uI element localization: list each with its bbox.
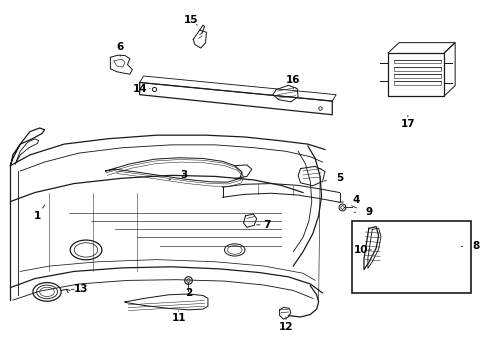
Text: 6: 6 xyxy=(116,42,123,56)
Text: 4: 4 xyxy=(338,195,360,205)
Text: 1: 1 xyxy=(34,205,44,221)
Text: 15: 15 xyxy=(183,15,198,26)
Text: 14: 14 xyxy=(132,84,150,94)
Text: 10: 10 xyxy=(353,245,370,255)
Text: 12: 12 xyxy=(278,317,293,332)
Text: 9: 9 xyxy=(353,207,372,217)
Text: 11: 11 xyxy=(171,311,185,323)
Bar xyxy=(393,67,440,71)
Text: 16: 16 xyxy=(285,75,300,89)
Text: 7: 7 xyxy=(256,220,269,230)
Text: 17: 17 xyxy=(400,116,414,129)
Text: 13: 13 xyxy=(71,284,88,294)
Bar xyxy=(351,221,470,293)
Text: 8: 8 xyxy=(461,241,479,251)
Bar xyxy=(393,74,440,78)
Text: 3: 3 xyxy=(168,170,187,180)
Bar xyxy=(393,81,440,85)
Text: 5: 5 xyxy=(324,173,343,183)
Bar xyxy=(393,60,440,63)
Text: 2: 2 xyxy=(184,284,192,298)
